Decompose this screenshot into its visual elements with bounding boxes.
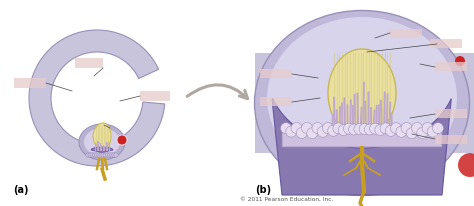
Polygon shape	[29, 31, 165, 166]
Circle shape	[103, 153, 108, 157]
Circle shape	[396, 127, 407, 138]
Bar	[260, 70, 292, 79]
Bar	[435, 109, 467, 118]
Bar	[14, 79, 46, 89]
Ellipse shape	[255, 12, 470, 195]
Polygon shape	[84, 128, 120, 156]
Bar	[390, 30, 422, 39]
Circle shape	[101, 153, 105, 157]
Circle shape	[385, 126, 396, 137]
Circle shape	[370, 124, 381, 135]
Circle shape	[301, 123, 312, 134]
Bar	[435, 63, 467, 72]
Circle shape	[375, 125, 386, 136]
Circle shape	[99, 153, 103, 157]
Circle shape	[312, 123, 323, 134]
Circle shape	[338, 125, 349, 136]
Polygon shape	[282, 124, 442, 147]
Circle shape	[365, 124, 375, 135]
Circle shape	[359, 124, 370, 135]
Circle shape	[380, 123, 391, 134]
Circle shape	[333, 123, 344, 134]
Circle shape	[328, 126, 338, 137]
Circle shape	[349, 124, 360, 135]
Text: © 2011 Pearson Education, Inc.: © 2011 Pearson Education, Inc.	[240, 196, 333, 201]
Circle shape	[354, 124, 365, 135]
Circle shape	[455, 57, 465, 67]
Circle shape	[94, 153, 99, 157]
Circle shape	[86, 153, 90, 157]
Circle shape	[411, 123, 422, 134]
Circle shape	[90, 153, 94, 157]
Circle shape	[322, 123, 333, 134]
Bar	[260, 97, 292, 107]
Circle shape	[432, 123, 444, 134]
Circle shape	[391, 123, 401, 134]
Bar	[430, 40, 462, 49]
Text: (a): (a)	[13, 184, 28, 194]
Polygon shape	[272, 99, 451, 195]
Circle shape	[109, 153, 114, 157]
Circle shape	[286, 126, 297, 137]
Circle shape	[417, 128, 428, 139]
Circle shape	[114, 153, 118, 157]
Circle shape	[281, 123, 292, 134]
Circle shape	[317, 127, 328, 138]
Bar	[75, 59, 103, 69]
Bar	[140, 91, 170, 102]
Polygon shape	[79, 124, 125, 160]
Circle shape	[427, 126, 438, 137]
Ellipse shape	[267, 18, 457, 179]
Circle shape	[406, 128, 417, 139]
Circle shape	[97, 153, 101, 157]
Circle shape	[88, 153, 92, 157]
Polygon shape	[93, 123, 111, 149]
Circle shape	[112, 153, 116, 157]
Polygon shape	[328, 50, 396, 137]
Polygon shape	[91, 147, 113, 155]
Polygon shape	[417, 54, 474, 153]
Circle shape	[296, 128, 307, 139]
Circle shape	[107, 153, 112, 157]
Circle shape	[291, 123, 302, 134]
Circle shape	[401, 123, 412, 134]
Text: (b): (b)	[255, 184, 271, 194]
Circle shape	[117, 135, 127, 145]
Circle shape	[422, 123, 433, 134]
Circle shape	[105, 153, 109, 157]
Circle shape	[307, 128, 318, 139]
Circle shape	[458, 153, 474, 177]
Bar	[435, 135, 467, 144]
Circle shape	[343, 124, 355, 135]
Circle shape	[92, 153, 97, 157]
Polygon shape	[255, 54, 307, 153]
